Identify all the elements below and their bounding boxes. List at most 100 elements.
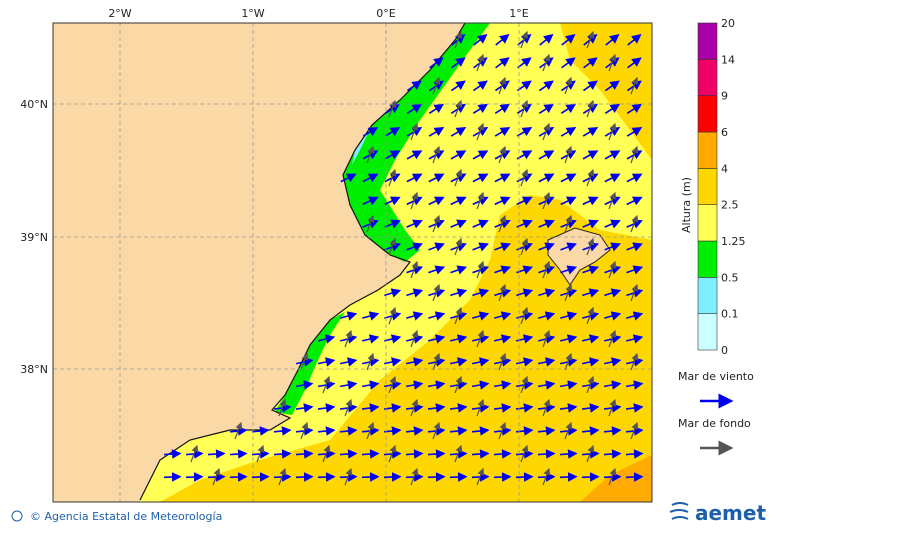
wind-sea-arrow — [493, 380, 512, 390]
colorbar-band — [697, 131, 718, 169]
wind-sea-arrow — [604, 219, 621, 229]
wind-sea-arrow — [515, 472, 534, 482]
shallow-zone — [343, 23, 490, 262]
wind-sea-arrow — [450, 334, 468, 344]
swell-arrow — [278, 467, 287, 486]
map-frame — [52, 22, 653, 503]
wind-sea-arrow — [605, 33, 620, 46]
swell-arrow — [542, 329, 551, 348]
wind-sea-arrow — [538, 173, 555, 183]
wind-sea-arrow — [472, 219, 489, 229]
wind-sea-arrow — [251, 426, 270, 436]
wind-sea-arrow — [603, 426, 622, 436]
wind-sea-arrow — [603, 449, 622, 459]
colorbar-band — [697, 22, 718, 60]
wind-sea-arrow — [406, 357, 424, 367]
swell-arrow — [586, 237, 595, 256]
swell-arrow — [366, 145, 375, 164]
wind-sea-arrow — [339, 426, 358, 436]
wind-sea-arrow — [627, 57, 642, 69]
swell-arrow — [498, 214, 507, 233]
swell-arrow — [476, 398, 485, 417]
wind-sea-arrow — [582, 334, 600, 344]
wind-sea-arrow — [405, 380, 424, 390]
wind-sea-arrow — [361, 380, 380, 390]
wind-sea-arrow — [427, 380, 446, 390]
wind-sea-arrow — [472, 311, 490, 321]
swell-arrow — [234, 421, 243, 440]
colorbar-band — [697, 313, 718, 351]
copyright-icon — [11, 510, 23, 522]
swell-arrow — [278, 398, 287, 417]
wind-sea-arrow — [495, 33, 510, 46]
swell-arrow — [498, 76, 507, 95]
wind-sea-arrow — [229, 449, 248, 459]
wind-sea-arrow — [516, 196, 533, 206]
wind-sea-arrow — [582, 219, 599, 229]
swell-arrow — [322, 444, 331, 463]
colorbar-tick-label: 0 — [721, 344, 728, 357]
swell-arrow — [608, 398, 617, 417]
swell-arrow — [520, 444, 529, 463]
wind-sea-arrow — [538, 219, 555, 229]
wind-sea-arrow — [626, 311, 644, 321]
colorbar-band — [697, 59, 718, 96]
calm-zone — [352, 125, 372, 165]
swell-arrow — [520, 168, 529, 187]
wind-sea-arrow — [185, 472, 204, 482]
swell-arrow — [586, 306, 595, 325]
wind-sea-arrow — [428, 127, 445, 137]
swell-arrow — [608, 329, 617, 348]
wind-sea-arrow — [472, 150, 489, 160]
wind-sea-arrow — [472, 103, 489, 115]
wind-sea-arrow — [538, 242, 555, 252]
wind-sea-arrow — [494, 127, 511, 137]
wind-sea-arrow — [604, 288, 622, 298]
wind-sea-arrow — [361, 472, 380, 482]
swell-arrow — [608, 260, 617, 279]
wind-sea-arrow — [450, 196, 467, 206]
wind-sea-arrow — [626, 173, 643, 183]
wind-sea-arrow — [471, 449, 490, 459]
swell-arrow — [564, 145, 573, 164]
wind-sea-arrow — [450, 127, 467, 137]
wind-sea-arrow — [317, 403, 336, 413]
wind-sea-arrow — [626, 242, 643, 252]
swell-arrow — [542, 122, 551, 141]
wind-sea-arrow — [581, 403, 600, 413]
wind-sea-arrow — [539, 33, 554, 46]
swell-arrow — [542, 53, 551, 72]
wind-sea-arrow — [450, 219, 467, 229]
swell-arrow — [498, 421, 507, 440]
swell-arrow — [630, 76, 639, 95]
wind-sea-arrow — [384, 288, 402, 298]
colorbar-band — [697, 204, 718, 242]
swell-arrow — [630, 352, 639, 371]
swell-arrow — [608, 191, 617, 210]
swell-arrow — [432, 145, 441, 164]
swell-arrow — [454, 375, 463, 394]
wind-sea-arrow — [295, 449, 314, 459]
wind-sea-arrow — [163, 449, 182, 459]
wind-sea-arrow — [561, 57, 576, 69]
wind-sea-arrow — [428, 334, 446, 344]
swell-arrow — [344, 398, 353, 417]
swell-arrow — [322, 375, 331, 394]
lat-label: 39°N — [20, 231, 48, 244]
wind-sea-arrow — [493, 472, 512, 482]
wind-sea-arrow — [537, 380, 556, 390]
wind-sea-arrow — [559, 380, 578, 390]
wind-sea-arrow — [406, 311, 424, 321]
wind-sea-arrow — [428, 311, 446, 321]
wind-sea-arrow — [384, 357, 402, 367]
graticule — [53, 23, 652, 502]
wind-sea-arrow — [428, 103, 445, 115]
wind-sea-arrow — [516, 127, 533, 137]
swell-arrow — [630, 214, 639, 233]
wind-sea-arrow — [538, 357, 556, 367]
wind-sea-arrow — [538, 288, 556, 298]
wind-sea-arrow — [604, 311, 622, 321]
swell-arrow — [300, 352, 309, 371]
wind-sea-arrow — [229, 472, 248, 482]
